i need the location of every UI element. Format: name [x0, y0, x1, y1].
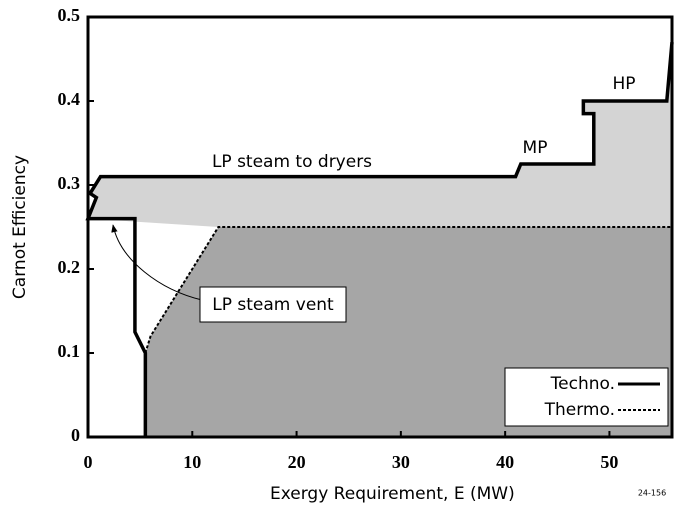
y-tick-label: 0.5 [58, 5, 81, 25]
annotation: LP steam to dryers [212, 152, 372, 172]
x-tick-label: 10 [183, 452, 201, 472]
y-axis-label: Carnot Efficiency [10, 155, 30, 299]
x-tick-label: 30 [392, 452, 410, 472]
x-tick-label: 0 [84, 452, 93, 472]
figure-id: 24-156 [638, 489, 666, 498]
x-tick-label: 50 [600, 452, 618, 472]
y-tick-label: 0.1 [58, 341, 81, 361]
annotation: LP steam vent [212, 295, 334, 315]
legend-box [504, 367, 669, 427]
x-tick-label: 20 [288, 452, 306, 472]
x-tick-label: 40 [496, 452, 514, 472]
line [144, 226, 672, 354]
light-area [88, 42, 672, 228]
y-tick-label: 0 [71, 425, 80, 445]
annotation: MP [523, 138, 548, 158]
arrow [111, 224, 203, 301]
annotation-box [199, 286, 347, 323]
y-tick-label: 0.2 [58, 257, 81, 277]
plot-frame [86, 15, 674, 439]
annotation: HP [612, 74, 635, 94]
x-axis-label: Exergy Requirement, E (MW) [270, 484, 515, 504]
legend-label: Techno. [550, 374, 615, 394]
y-tick-label: 0.4 [58, 89, 81, 109]
line [85, 42, 674, 437]
y-tick-label: 0.3 [58, 173, 81, 193]
legend-label: Thermo. [544, 400, 615, 420]
